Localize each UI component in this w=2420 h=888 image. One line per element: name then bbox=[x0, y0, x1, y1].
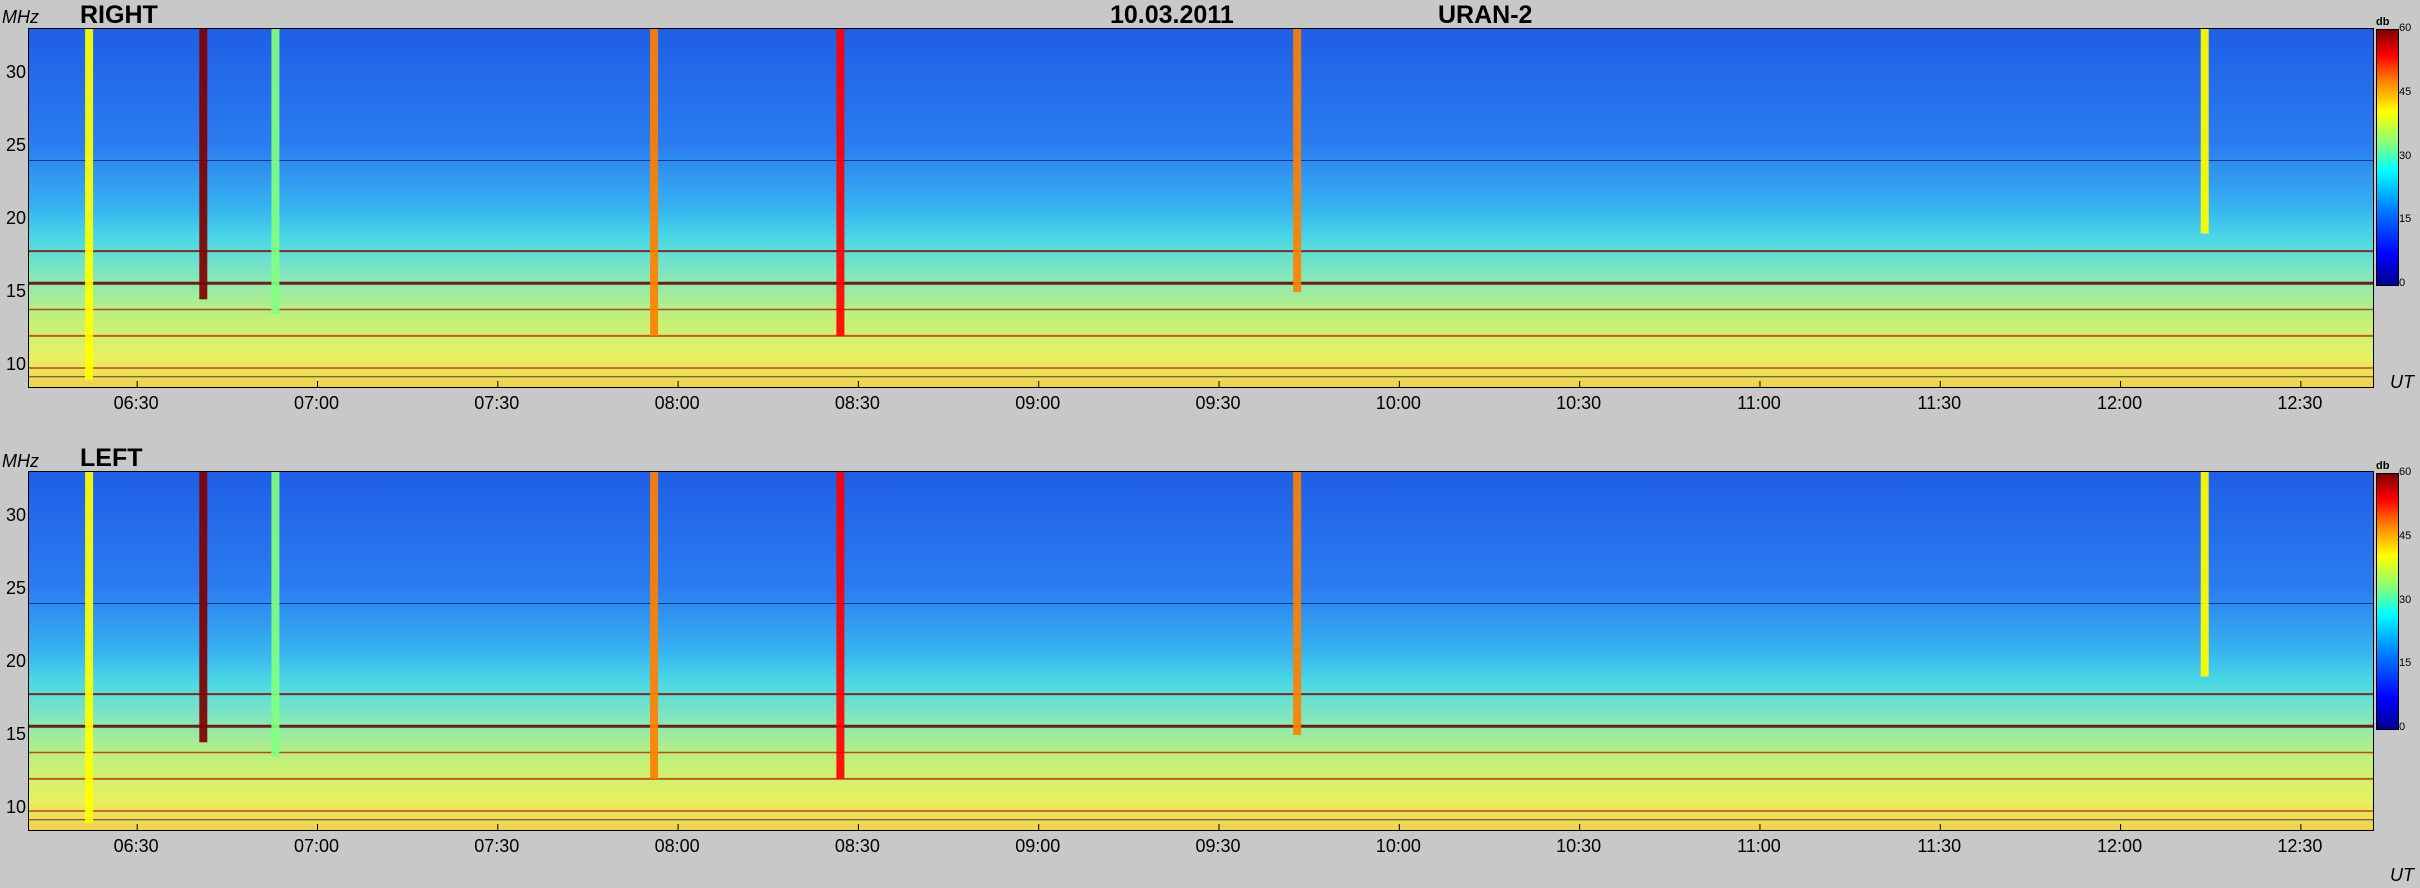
y-tick-label: 30 bbox=[5, 504, 26, 525]
burst-mark bbox=[199, 29, 208, 300]
x-tick-label: 06:30 bbox=[113, 393, 159, 413]
colorbar-tick-label: 45 bbox=[2399, 85, 2412, 98]
colorbar-right-label: db bbox=[2376, 16, 2390, 28]
colorbar-tick-label: 15 bbox=[2399, 657, 2412, 670]
colorbar-tick-label: 60 bbox=[2399, 22, 2412, 34]
y-tick-label: 25 bbox=[5, 134, 26, 155]
y-tick-label: 20 bbox=[5, 207, 26, 228]
y-tick-label: 10 bbox=[5, 354, 26, 375]
burst-mark bbox=[1293, 29, 1302, 293]
burst-mark bbox=[271, 472, 280, 757]
x-tick-label: 10:30 bbox=[1556, 393, 1602, 413]
colorbar-tick-label: 30 bbox=[2399, 149, 2412, 162]
spectrogram-svg bbox=[29, 29, 2373, 387]
colorbar-tick-label: 45 bbox=[2399, 529, 2412, 542]
spectrogram-svg bbox=[29, 472, 2373, 830]
x-tick-label: 12:30 bbox=[2277, 836, 2323, 856]
burst-mark bbox=[271, 29, 280, 314]
x-tick-label: 08:30 bbox=[834, 393, 880, 413]
x-tick-label: 07:00 bbox=[293, 393, 340, 413]
y-tick-label: 20 bbox=[5, 650, 26, 671]
x-tick-label: 12:30 bbox=[2277, 393, 2323, 413]
x-tick-label: 11:00 bbox=[1737, 393, 1781, 413]
x-tick-label: 11:30 bbox=[1917, 393, 1962, 413]
x-tick-label: 12:00 bbox=[2097, 836, 2143, 856]
burst-mark bbox=[2200, 29, 2209, 234]
panel-left-xlabel: UT bbox=[2390, 865, 2414, 885]
burst-mark bbox=[836, 472, 845, 779]
burst-mark bbox=[199, 472, 208, 743]
x-tick-label: 08:00 bbox=[654, 393, 700, 413]
instrument-label: URAN-2 bbox=[1438, 1, 1533, 29]
x-tick-label: 08:00 bbox=[654, 836, 700, 856]
burst-mark bbox=[836, 29, 845, 336]
x-tick-label: 11:30 bbox=[1917, 836, 1962, 856]
spectrogram-background bbox=[29, 29, 2373, 387]
x-tick-label: 09:30 bbox=[1195, 836, 1241, 856]
burst-mark bbox=[1293, 472, 1302, 736]
panel-left-ylabel: MHz bbox=[2, 451, 39, 471]
burst-mark bbox=[85, 472, 94, 823]
x-tick-label: 09:30 bbox=[1195, 393, 1241, 413]
x-tick-label: 12:00 bbox=[2097, 393, 2143, 413]
colorbar-tick-label: 15 bbox=[2399, 213, 2412, 226]
date-label: 10.03.2011 bbox=[1110, 1, 1234, 29]
colorbar-right bbox=[2376, 29, 2399, 286]
spectrogram-right bbox=[28, 28, 2374, 388]
y-tick-label: 30 bbox=[5, 61, 26, 82]
x-tick-label: 08:30 bbox=[834, 836, 880, 856]
colorbar-tick-label: 0 bbox=[2399, 277, 2406, 289]
burst-mark bbox=[650, 472, 659, 779]
burst-mark bbox=[85, 29, 94, 380]
panel-right-title: RIGHT bbox=[80, 1, 158, 29]
x-tick-label: 07:30 bbox=[474, 393, 520, 413]
y-tick-label: 25 bbox=[5, 577, 26, 598]
x-tick-label: 10:30 bbox=[1556, 836, 1602, 856]
spectrogram-background bbox=[29, 472, 2373, 830]
y-tick-label: 15 bbox=[5, 724, 26, 745]
x-tick-label: 07:00 bbox=[293, 836, 340, 856]
panel-right-xlabel: UT bbox=[2390, 372, 2414, 392]
x-tick-label: 10:00 bbox=[1375, 836, 1421, 856]
colorbar-tick-label: 60 bbox=[2399, 466, 2412, 478]
x-tick-label: 11:00 bbox=[1737, 836, 1781, 856]
panel-left-title: LEFT bbox=[80, 444, 143, 472]
x-tick-label: 06:30 bbox=[113, 836, 159, 856]
colorbar-tick-label: 30 bbox=[2399, 593, 2412, 606]
y-tick-label: 10 bbox=[5, 797, 26, 818]
colorbar-left-label: db bbox=[2376, 460, 2390, 472]
x-tick-label: 10:00 bbox=[1375, 393, 1421, 413]
panel-right-ylabel: MHz bbox=[2, 7, 39, 27]
burst-mark bbox=[650, 29, 659, 336]
x-tick-label: 09:00 bbox=[1015, 393, 1061, 413]
colorbar-tick-label: 0 bbox=[2399, 721, 2406, 733]
spectrogram-left bbox=[28, 471, 2374, 831]
x-tick-label: 09:00 bbox=[1015, 836, 1061, 856]
y-tick-label: 15 bbox=[5, 281, 26, 302]
x-tick-label: 07:30 bbox=[474, 836, 520, 856]
colorbar-left bbox=[2376, 473, 2399, 730]
burst-mark bbox=[2200, 472, 2209, 677]
